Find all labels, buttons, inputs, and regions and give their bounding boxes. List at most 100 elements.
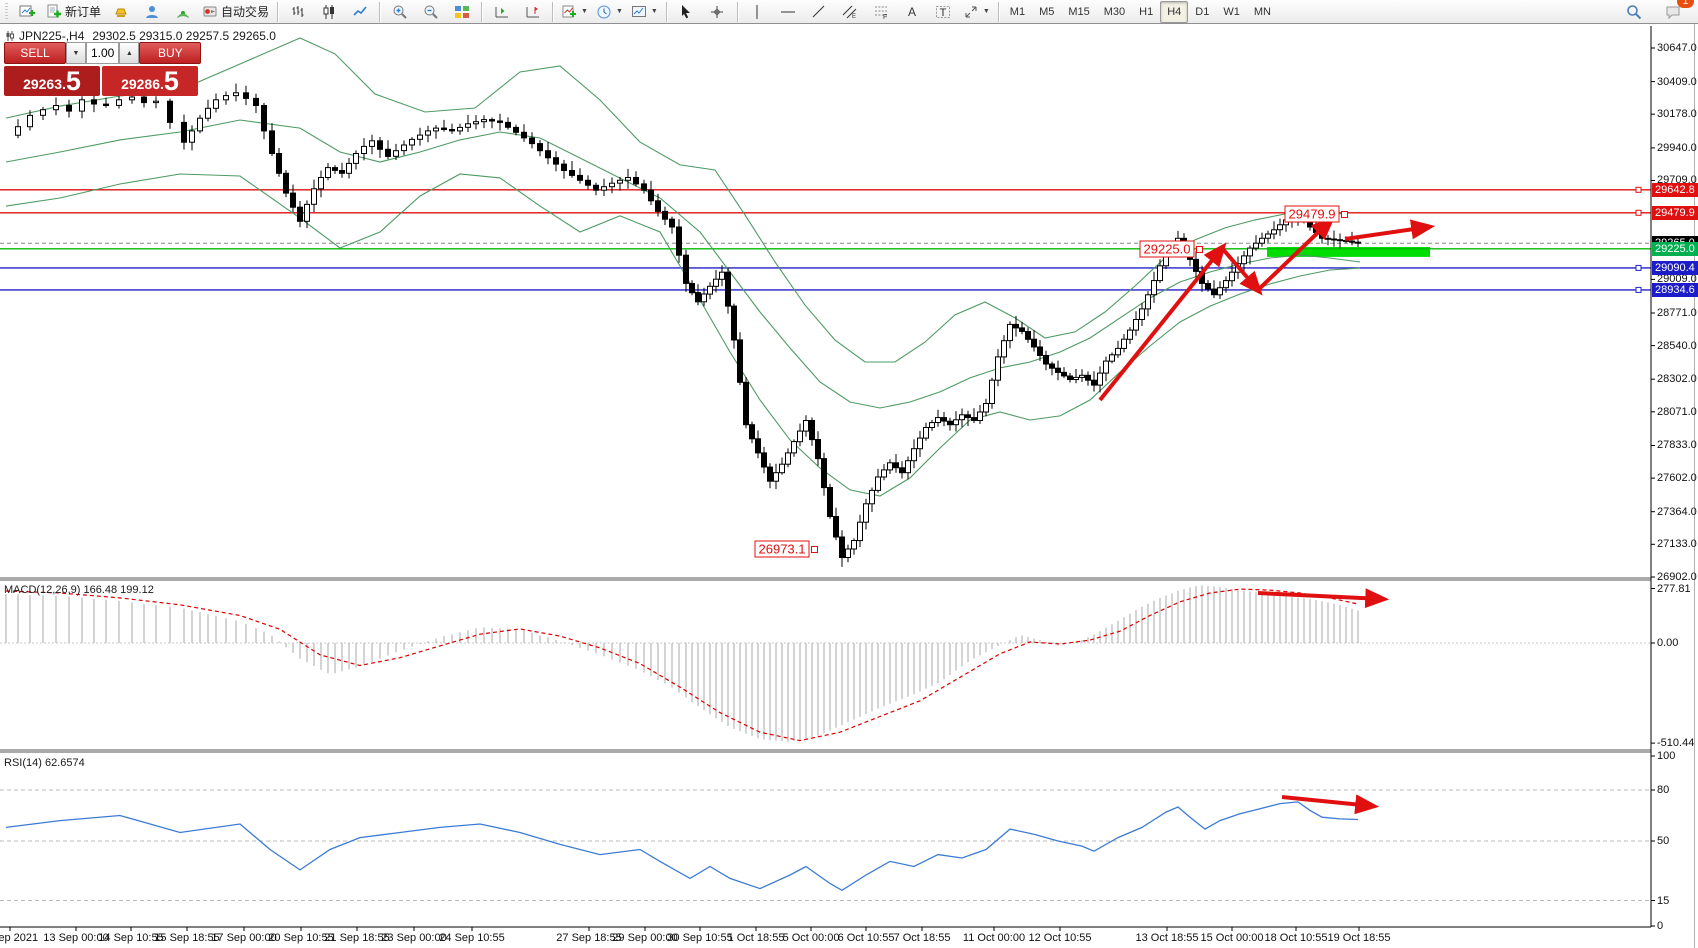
annotation-anchor-square[interactable] (1196, 246, 1203, 253)
price-tick-29009.0: 29009.0 (1657, 273, 1697, 286)
volume-input[interactable]: 1.00 (86, 42, 120, 64)
bar-chart-mode-button[interactable] (282, 0, 313, 23)
signals-button[interactable] (167, 0, 198, 23)
volume-increase-button[interactable]: ▲ (119, 42, 140, 64)
trend-arrow-2[interactable] (1220, 246, 1263, 296)
timeframe-h4[interactable]: H4 (1160, 0, 1189, 23)
buy-button[interactable]: BUY (139, 42, 202, 64)
trendline-tool-button[interactable] (804, 0, 835, 23)
price-badge-29225.0: 29225.0 (1652, 241, 1698, 256)
candle (1271, 221, 1277, 240)
channel-tool-button[interactable]: E (835, 0, 866, 23)
annotation-26973.1[interactable]: 26973.1 (754, 540, 810, 558)
new-order-label: 新订单 (65, 5, 102, 19)
text-tool-button[interactable]: A (897, 0, 928, 23)
auto-trading-label: 自动交易 (221, 5, 270, 19)
line-handle[interactable] (1635, 264, 1642, 271)
vertical-line-tool-button[interactable] (742, 0, 773, 23)
timeframe-w1[interactable]: W1 (1223, 5, 1240, 18)
price-badge-29479.9: 29479.9 (1652, 205, 1698, 220)
annotation-anchor-square[interactable] (1341, 211, 1348, 218)
gold-ingot-icon (114, 8, 127, 17)
community-button[interactable] (136, 0, 167, 23)
search-button[interactable] (1618, 0, 1649, 23)
sell-price-big: 5 (65, 66, 81, 96)
candle (731, 303, 737, 349)
timeframe-m1[interactable]: M1 (1009, 5, 1026, 18)
candle (1013, 315, 1019, 337)
line-handle[interactable] (1635, 209, 1642, 216)
candle (911, 439, 917, 469)
candle (457, 123, 463, 135)
candle (346, 158, 352, 179)
new-chart-icon (19, 5, 35, 16)
annotation-29479.9[interactable]: 29479.9 (1284, 205, 1340, 223)
bollinger-middle-band (5, 119, 1361, 409)
auto-scroll-button[interactable] (486, 0, 517, 23)
fibonacci-tool-button[interactable]: F (866, 0, 897, 23)
auto-trading-button[interactable]: 自动交易 (198, 0, 273, 23)
chart-title: JPN225-,H4 29302.5 29315.0 29257.5 29265… (5, 29, 276, 43)
timeframe-mn[interactable]: MN (1253, 5, 1271, 18)
periods-button[interactable]: ▼ (592, 0, 627, 23)
sell-price-panel[interactable]: 29263. 5 (4, 66, 100, 96)
candle (339, 162, 345, 178)
time-tick: 9 Sep 2021 (0, 932, 39, 944)
candle (648, 180, 654, 206)
text-icon: A (908, 5, 916, 19)
tile-windows-button[interactable] (446, 0, 477, 23)
toolbar-separator (552, 1, 554, 22)
annotation-anchor-square[interactable] (811, 546, 818, 553)
timeframe-m15[interactable]: M15 (1068, 5, 1090, 18)
trend-arrow-4[interactable] (1344, 219, 1436, 241)
candle-chart-mode-button[interactable] (313, 0, 344, 23)
volume-decrease-button[interactable]: ▼ (66, 42, 86, 64)
sell-button[interactable]: SELL (4, 42, 66, 64)
annotation-29225.0[interactable]: 29225.0 (1139, 240, 1195, 258)
timeframe-h1[interactable]: H1 (1139, 5, 1154, 18)
notifications-button[interactable]: 1 (1657, 0, 1694, 23)
line-handle[interactable] (1635, 186, 1642, 193)
candle (353, 150, 359, 170)
templates-button[interactable]: ▼ (627, 0, 662, 23)
candle (707, 282, 713, 300)
candle (971, 408, 977, 424)
cursor-tool-button[interactable] (671, 0, 702, 23)
svg-text:F: F (883, 14, 887, 20)
trend-arrow-1[interactable] (1098, 242, 1227, 402)
toolbar-separator (997, 1, 999, 22)
candle (1067, 372, 1073, 383)
trend-arrow-3[interactable] (1256, 216, 1336, 292)
price-tick-29940.0: 29940.0 (1657, 141, 1697, 154)
horizontal-line-tool-button[interactable] (773, 0, 804, 23)
candle (857, 514, 863, 547)
timeframe-m30[interactable]: M30 (1103, 5, 1126, 18)
chart-shift-button[interactable] (517, 0, 548, 23)
candle (1217, 281, 1223, 299)
macd-arrow[interactable] (1257, 588, 1390, 609)
new-order-button[interactable]: 新订单 (42, 0, 105, 23)
zoom-in-button[interactable] (384, 0, 415, 23)
buy-price-panel[interactable]: 29286. 5 (102, 66, 198, 96)
rsi-arrow[interactable] (1281, 794, 1380, 815)
line-chart-mode-button[interactable] (344, 0, 375, 23)
candle (449, 123, 455, 134)
line-handle[interactable] (1635, 286, 1642, 293)
candle (977, 404, 983, 424)
candle (821, 452, 827, 496)
text-label-tool-button[interactable]: T (928, 0, 959, 23)
market-button[interactable] (105, 0, 136, 23)
price-badge-29090.4: 29090.4 (1652, 260, 1698, 275)
candle (537, 140, 543, 157)
timeframe-d1[interactable]: D1 (1195, 5, 1210, 18)
arrows-tool-button[interactable]: ▼ (959, 0, 994, 23)
crosshair-tool-button[interactable] (702, 0, 733, 23)
new-chart-button[interactable] (11, 0, 42, 23)
candle (609, 177, 615, 194)
timeframe-m5[interactable]: M5 (1039, 5, 1055, 18)
chat-bubble-icon (1666, 6, 1679, 19)
zoom-out-button[interactable] (415, 0, 446, 23)
indicators-button[interactable]: ▼ (557, 0, 592, 23)
